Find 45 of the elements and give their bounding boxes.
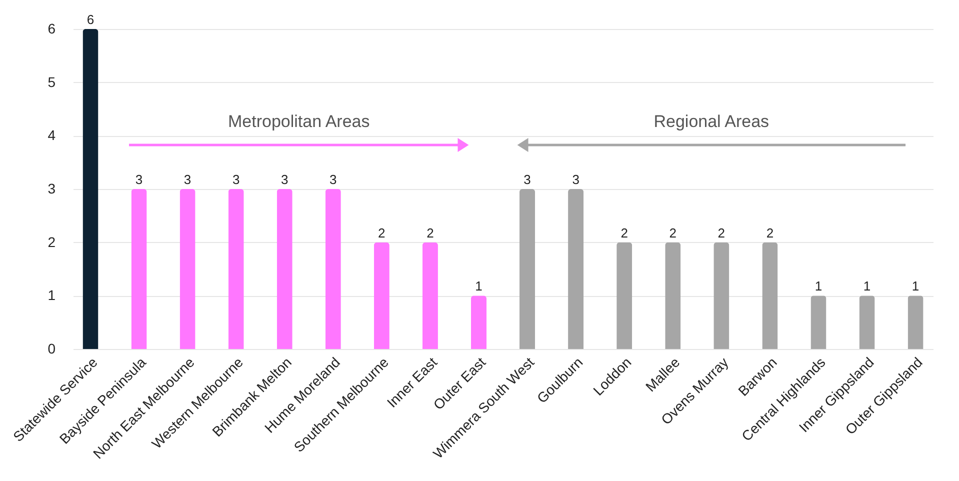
data-label: 1: [475, 278, 482, 294]
y-tick-label: 4: [48, 127, 56, 144]
data-label: 2: [378, 225, 386, 240]
data-label: 2: [766, 225, 774, 240]
bar: [568, 189, 584, 349]
bar: [374, 242, 390, 349]
bar: [228, 189, 244, 349]
annotation: Regional Areas: [654, 112, 770, 131]
bar: [82, 29, 98, 349]
data-label: 3: [524, 172, 531, 187]
bar: [762, 242, 778, 349]
data-label: 1: [912, 278, 920, 294]
bar: [810, 296, 826, 349]
y-tick-label: 0: [48, 340, 56, 356]
y-tick-label: 6: [48, 20, 56, 36]
data-label: 3: [184, 172, 192, 187]
y-tick-label: 2: [48, 234, 56, 250]
data-label: 2: [718, 225, 726, 240]
data-label: 1: [814, 278, 822, 294]
data-label: 3: [330, 172, 337, 187]
data-label: 2: [620, 225, 628, 240]
bar: [714, 242, 730, 349]
data-label: 2: [426, 225, 434, 240]
bar: [520, 189, 536, 349]
data-label: 3: [135, 172, 143, 187]
bar: [859, 296, 875, 349]
bar: [616, 242, 632, 349]
data-label: 3: [232, 172, 240, 187]
bar: [131, 189, 147, 349]
bar: [325, 189, 341, 349]
y-tick-label: 3: [48, 180, 56, 196]
y-tick-label: 5: [48, 74, 56, 90]
bar: [276, 189, 292, 349]
annotation: Metropolitan Areas: [228, 112, 370, 131]
data-label: 1: [863, 278, 871, 294]
data-label: 3: [572, 172, 580, 187]
data-label: 6: [86, 12, 94, 27]
y-tick-label: 1: [48, 287, 56, 304]
bar: [180, 189, 196, 349]
data-label: 3: [280, 172, 288, 187]
bar: [908, 296, 924, 349]
data-label: 2: [669, 225, 676, 240]
bar: [665, 242, 681, 349]
bar: [422, 242, 438, 349]
bar: [470, 296, 486, 349]
